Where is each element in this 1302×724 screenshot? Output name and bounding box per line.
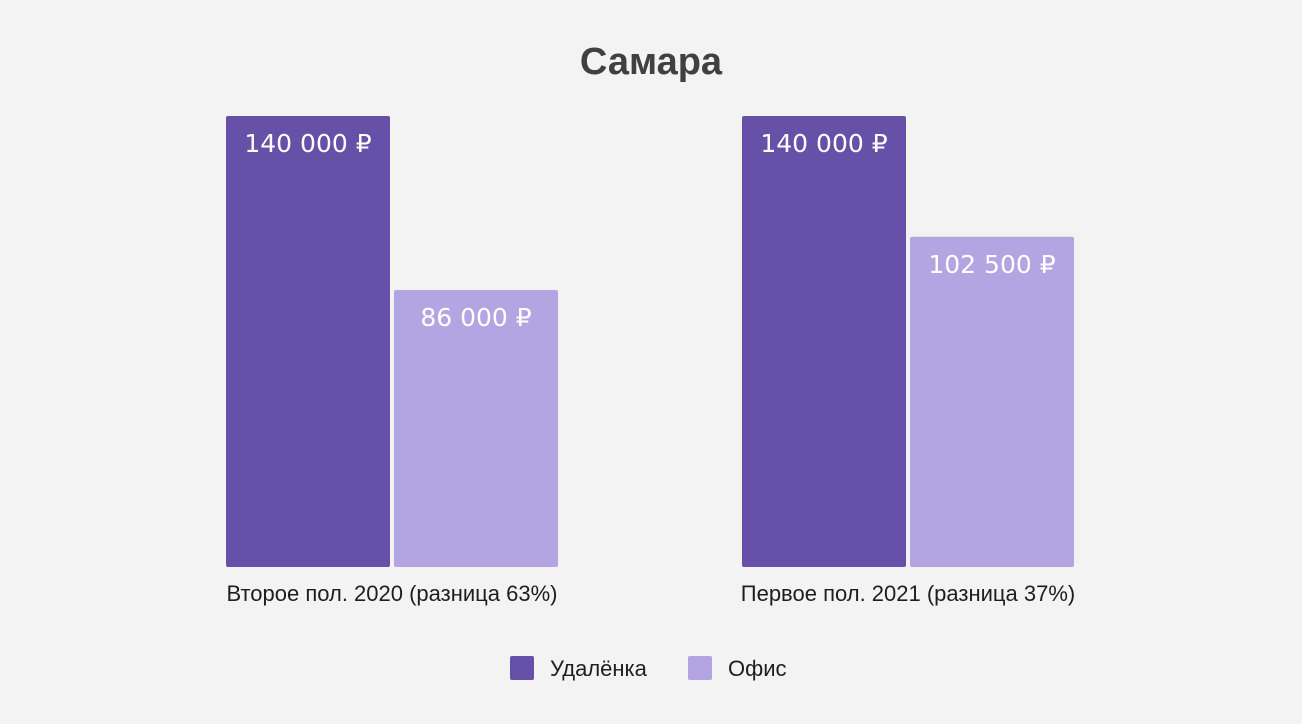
bars-group: 140 000 ₽ 86 000 ₽ 140 000 ₽ 102 500 ₽: [226, 116, 1074, 567]
category-label: Второе пол. 2020 (разница 63%): [227, 581, 558, 606]
bar-value-label: 102 500 ₽: [928, 250, 1055, 279]
legend-swatch: [510, 656, 534, 680]
category-label: Первое пол. 2021 (разница 37%): [741, 581, 1075, 606]
bar-remote-0: [226, 116, 390, 567]
legend-label: Удалёнка: [550, 656, 648, 681]
chart-title: Самара: [580, 41, 723, 83]
legend: Удалёнка Офис: [510, 656, 787, 681]
bar-office-1: [910, 236, 1074, 567]
bar-value-label: 140 000 ₽: [244, 129, 371, 158]
legend-label: Офис: [728, 656, 787, 681]
bar-office-0: [394, 289, 558, 567]
category-labels: Второе пол. 2020 (разница 63%) Первое пол…: [227, 581, 1076, 606]
bar-value-label: 86 000 ₽: [420, 303, 531, 332]
legend-swatch: [688, 656, 712, 680]
bar-remote-1: [742, 116, 906, 567]
bar-value-label: 140 000 ₽: [760, 129, 887, 158]
